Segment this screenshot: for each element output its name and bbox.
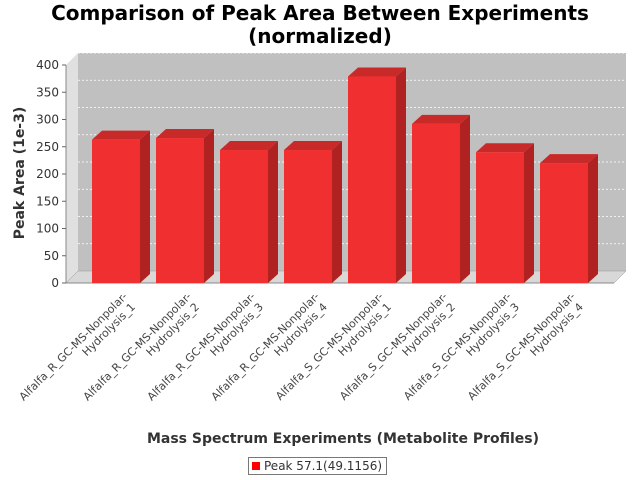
bar-top bbox=[412, 114, 470, 124]
y-tick-label: 350 bbox=[36, 85, 59, 99]
bar-front bbox=[156, 138, 204, 283]
bar-top bbox=[156, 129, 214, 139]
bar-side bbox=[140, 130, 150, 283]
x-category-label: Alfalfa_R_GC-MS-Nonpolar-Hydrolysis_4 bbox=[209, 290, 332, 413]
bar-front bbox=[348, 76, 396, 283]
y-axis-label: Peak Area (1e-3) bbox=[12, 107, 28, 240]
legend-series-name: Peak 57.1(49.1156) bbox=[264, 459, 383, 473]
bar-front bbox=[412, 123, 460, 283]
bar-front bbox=[540, 163, 588, 283]
bar-front bbox=[92, 139, 140, 283]
x-category-label: Alfalfa_R_GC-MS-Nonpolar-Hydrolysis_2 bbox=[81, 290, 204, 413]
bar-top bbox=[284, 141, 342, 151]
bar-top bbox=[540, 154, 598, 164]
bar-top bbox=[348, 67, 406, 77]
bar bbox=[476, 143, 534, 283]
y-tick-label: 100 bbox=[36, 222, 59, 236]
legend-swatch bbox=[252, 461, 260, 470]
x-category-label: Alfalfa_S_GC-MS-Nonpolar-Hydrolysis_3 bbox=[401, 290, 523, 412]
bar-side bbox=[268, 141, 278, 283]
bar-front bbox=[220, 150, 268, 283]
y-tick-label: 50 bbox=[44, 249, 59, 263]
chart-title-line-2: (normalized) bbox=[248, 24, 392, 48]
y-tick-label: 150 bbox=[36, 194, 59, 208]
x-category-label-line: Alfalfa_R_GC-MS-Nonpolar- bbox=[17, 290, 130, 403]
chart-title-line-1: Comparison of Peak Area Between Experime… bbox=[51, 1, 589, 25]
bar-side bbox=[460, 114, 470, 283]
x-category-label: Alfalfa_R_GC-MS-Nonpolar-Hydrolysis_1 bbox=[17, 290, 140, 413]
y-tick-label: 300 bbox=[36, 113, 59, 127]
bar bbox=[220, 141, 278, 283]
bar-top bbox=[476, 143, 534, 153]
y-tick-label: 0 bbox=[51, 276, 59, 290]
x-category-label: Alfalfa_S_GC-MS-Nonpolar-Hydrolysis_4 bbox=[465, 290, 587, 412]
bar-top bbox=[92, 130, 150, 140]
bar-front bbox=[476, 152, 524, 283]
bar bbox=[284, 141, 342, 283]
bar-side bbox=[396, 67, 406, 283]
bar-side bbox=[588, 154, 598, 283]
bar-side bbox=[204, 129, 214, 283]
y-tick-labels: 0 50 100 150 200 250 300 350 400 bbox=[36, 58, 66, 290]
legend: Peak 57.1(49.1156) bbox=[248, 457, 388, 475]
bar bbox=[156, 129, 214, 283]
x-category-label: Alfalfa_S_GC-MS-Nonpolar-Hydrolysis_2 bbox=[337, 290, 459, 412]
bar-side bbox=[524, 143, 534, 283]
bar bbox=[348, 67, 406, 283]
x-category-labels: Alfalfa_R_GC-MS-Nonpolar-Hydrolysis_1Alf… bbox=[17, 290, 587, 413]
x-category-label: Alfalfa_R_GC-MS-Nonpolar-Hydrolysis_3 bbox=[145, 290, 268, 413]
bar bbox=[92, 130, 150, 283]
bar bbox=[412, 114, 470, 283]
x-axis-label: Mass Spectrum Experiments (Metabolite Pr… bbox=[146, 431, 540, 447]
bar-front bbox=[284, 150, 332, 283]
y-tick-label: 250 bbox=[36, 140, 59, 154]
bar-side bbox=[332, 141, 342, 283]
plot-left-wall bbox=[66, 53, 78, 283]
bars bbox=[92, 67, 598, 283]
bar bbox=[540, 154, 598, 283]
y-tick-label: 400 bbox=[36, 58, 59, 72]
x-category-label: Alfalfa_S_GC-MS-Nonpolar-Hydrolysis_1 bbox=[273, 290, 395, 412]
y-tick-label: 200 bbox=[36, 167, 59, 181]
bar-top bbox=[220, 141, 278, 151]
chart-title: Comparison of Peak Area Between Experime… bbox=[0, 2, 640, 48]
